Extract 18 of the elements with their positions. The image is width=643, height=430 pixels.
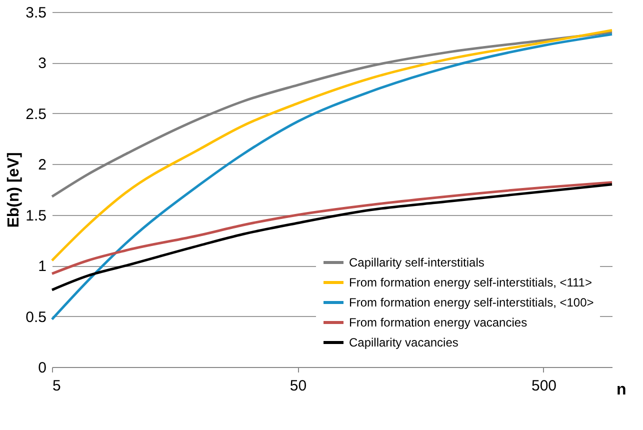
y-tick-label: 0.5 bbox=[26, 308, 46, 326]
y-tick-label: 3.5 bbox=[26, 4, 46, 22]
x-axis-title: n bbox=[616, 382, 626, 398]
legend-label: From formation energy self-interstitials, <111> bbox=[349, 276, 592, 290]
legend-label: From formation energy self-interstitials, <100> bbox=[349, 296, 594, 310]
y-tick-label: 1.5 bbox=[26, 207, 46, 224]
x-tick-label: 500 bbox=[531, 378, 557, 394]
x-tick-label: 50 bbox=[290, 378, 307, 394]
y-tick-label: 3 bbox=[38, 55, 46, 72]
y-axis-title: Eb(n) [eV] bbox=[6, 152, 23, 228]
y-tick-label: 0 bbox=[38, 360, 46, 376]
x-tick-label: 5 bbox=[52, 378, 61, 394]
y-tick-label: 1 bbox=[38, 258, 46, 276]
legend-label: Capillarity self-interstitials bbox=[349, 256, 484, 270]
y-tick-label: 2 bbox=[38, 156, 46, 174]
y-tick-label: 2.5 bbox=[26, 106, 46, 123]
legend-label: From formation energy vacancies bbox=[349, 316, 528, 330]
legend-label: Capillarity vacancies bbox=[349, 336, 458, 350]
